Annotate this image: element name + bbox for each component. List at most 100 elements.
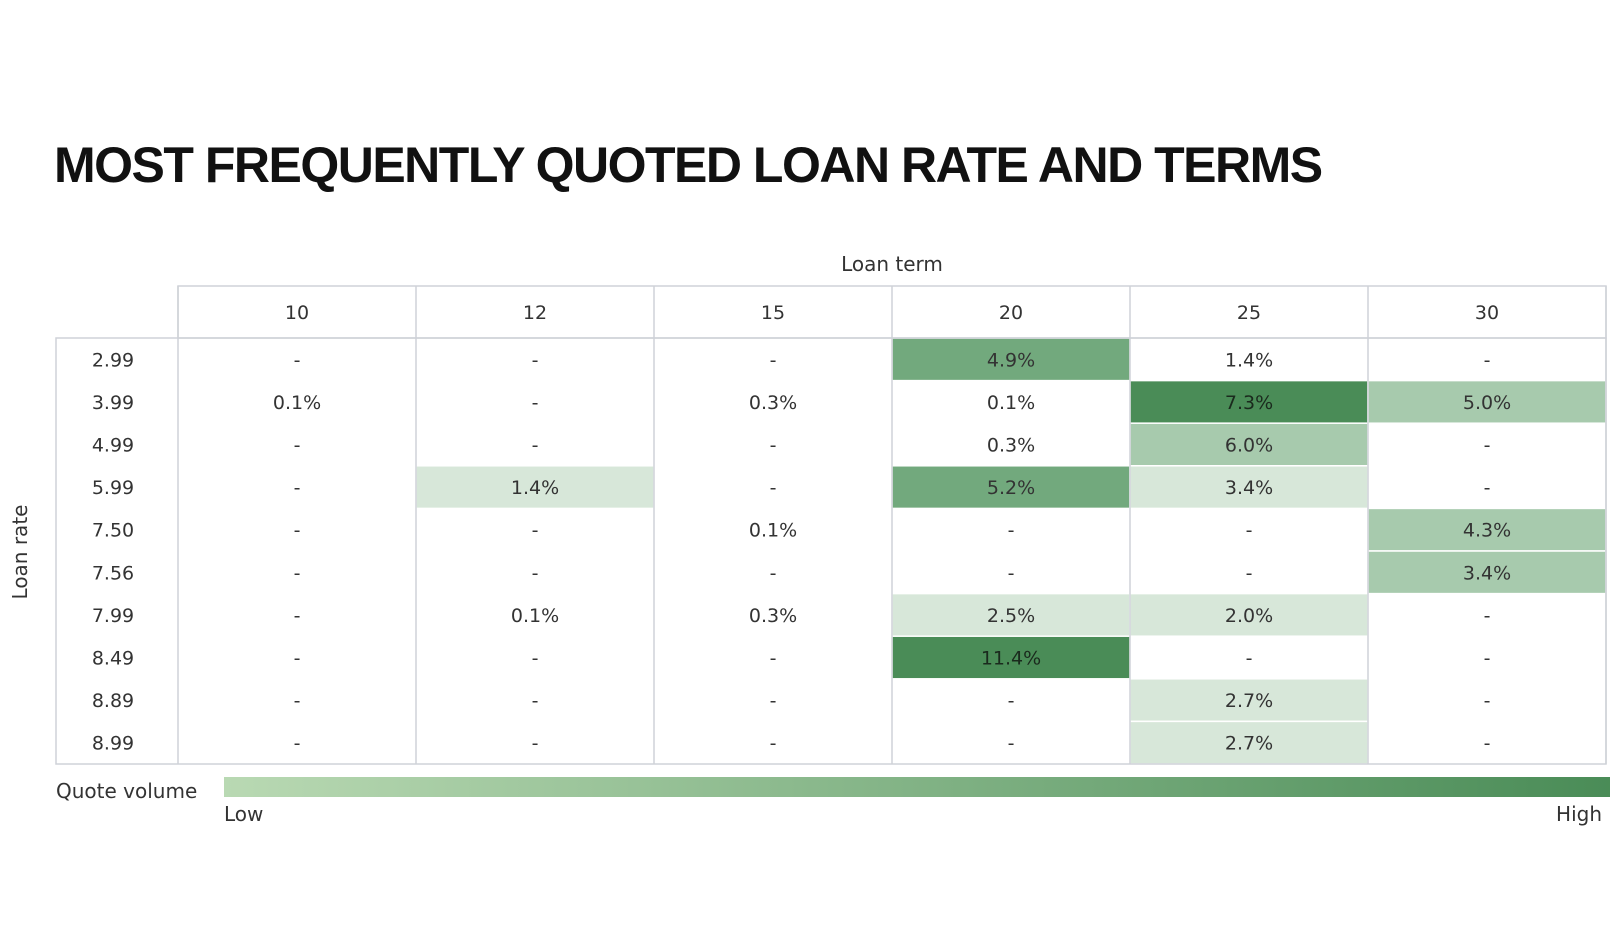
cell-value-label: 3.4% xyxy=(1463,562,1511,584)
cell-value-label: 0.1% xyxy=(749,520,797,542)
cell-value-label: 1.4% xyxy=(1225,349,1273,371)
heatmap-cell xyxy=(892,380,1130,424)
heatmap-cell xyxy=(654,423,892,466)
heatmap-cell xyxy=(1368,636,1606,679)
heatmap-cell xyxy=(654,551,892,594)
cell-value-label: 11.4% xyxy=(981,648,1041,670)
heatmap-cell xyxy=(892,721,1130,764)
heatmap-cell xyxy=(416,721,654,764)
cell-value-label: - xyxy=(294,690,301,712)
row-header-label: 7.50 xyxy=(92,520,134,542)
heatmap-cell xyxy=(654,721,892,764)
cell-value-label: - xyxy=(1246,520,1253,542)
cell-value-label: - xyxy=(770,733,777,755)
heatmap-cell xyxy=(654,593,892,637)
heatmap-cell xyxy=(1368,465,1606,509)
legend-high-label: High xyxy=(1556,802,1602,826)
heatmap-cell xyxy=(654,678,892,722)
cell-value-label: - xyxy=(1484,435,1491,457)
cell-value-label: 0.3% xyxy=(987,435,1035,457)
cell-value-label: - xyxy=(1008,733,1015,755)
row-header-label: 8.49 xyxy=(92,648,134,670)
chart-title: MOST FREQUENTLY QUOTED LOAN RATE AND TER… xyxy=(54,137,1323,193)
cell-value-label: 1.4% xyxy=(511,477,559,499)
cell-value-label: - xyxy=(532,349,539,371)
cell-value-label: - xyxy=(532,392,539,414)
cell-value-label: - xyxy=(1484,648,1491,670)
heatmap-cell xyxy=(178,338,416,381)
cell-value-label: - xyxy=(532,690,539,712)
heatmap-cell xyxy=(1129,720,1369,765)
row-header-label: 4.99 xyxy=(92,435,134,457)
heatmap-cell xyxy=(178,678,416,722)
cell-value-label: - xyxy=(770,648,777,670)
column-header-label: 15 xyxy=(761,302,785,324)
heatmap-cell xyxy=(1130,551,1368,594)
heatmap-cell xyxy=(1130,636,1368,679)
heatmap-cell xyxy=(892,423,1130,466)
heatmap-cell xyxy=(892,678,1130,722)
heatmap-cell xyxy=(1368,593,1606,637)
heatmap-cell xyxy=(1368,423,1606,466)
heatmap-cell xyxy=(178,508,416,551)
cell-value-label: - xyxy=(532,435,539,457)
column-header-label: 20 xyxy=(999,302,1023,324)
row-header-label: 8.89 xyxy=(92,690,134,712)
cell-value-label: 0.3% xyxy=(749,392,797,414)
cell-value-label: 5.0% xyxy=(1463,392,1511,414)
cell-value-label: - xyxy=(1484,733,1491,755)
heatmap-cell xyxy=(178,423,416,466)
cell-value-label: - xyxy=(1008,520,1015,542)
heatmap-cell xyxy=(1367,550,1607,595)
cell-value-label: - xyxy=(1246,562,1253,584)
heatmap-cell xyxy=(891,465,1131,510)
cell-value-label: - xyxy=(294,520,301,542)
cell-value-label: 0.3% xyxy=(749,605,797,627)
cell-value-label: 4.3% xyxy=(1463,520,1511,542)
cell-value-label: 2.5% xyxy=(987,605,1035,627)
cell-value-label: 0.1% xyxy=(987,392,1035,414)
heatmap-cell xyxy=(654,465,892,509)
cell-value-label: - xyxy=(1008,690,1015,712)
row-header-label: 3.99 xyxy=(92,392,134,414)
cell-value-label: - xyxy=(770,690,777,712)
heatmap-cell xyxy=(416,508,654,551)
heatmap-cell xyxy=(178,551,416,594)
column-header-label: 30 xyxy=(1475,302,1499,324)
heatmap-cell xyxy=(1368,678,1606,722)
row-header-label: 7.56 xyxy=(92,562,134,584)
heatmap-cell xyxy=(654,636,892,679)
cell-value-label: - xyxy=(770,562,777,584)
heatmap-cell xyxy=(416,380,654,424)
row-header-label: 5.99 xyxy=(92,477,134,499)
heatmap-cell xyxy=(416,678,654,722)
cell-value-label: 2.7% xyxy=(1225,733,1273,755)
cell-value-label: - xyxy=(294,435,301,457)
column-header-label: 10 xyxy=(285,302,309,324)
heatmap-cell xyxy=(416,551,654,594)
column-header-label: 12 xyxy=(523,302,547,324)
cell-value-label: - xyxy=(1484,477,1491,499)
heatmap-cell xyxy=(1368,338,1606,381)
cell-value-label: 2.0% xyxy=(1225,605,1273,627)
heatmap-cell xyxy=(1130,508,1368,551)
heatmap-cell xyxy=(1368,721,1606,764)
cell-value-label: - xyxy=(1484,349,1491,371)
heatmap-cell xyxy=(178,380,416,424)
heatmap-cell xyxy=(892,551,1130,594)
cell-value-label: - xyxy=(294,562,301,584)
cell-value-label: 6.0% xyxy=(1225,435,1273,457)
row-header-label: 7.99 xyxy=(92,605,134,627)
cell-value-label: 3.4% xyxy=(1225,477,1273,499)
heatmap-cell xyxy=(416,636,654,679)
cell-value-label: 0.1% xyxy=(273,392,321,414)
cell-value-label: - xyxy=(1484,605,1491,627)
cell-value-label: - xyxy=(294,349,301,371)
heatmap-cell xyxy=(1130,338,1368,381)
cell-value-label: - xyxy=(1484,690,1491,712)
row-header-label: 2.99 xyxy=(92,349,134,371)
heatmap-cell xyxy=(178,465,416,509)
cell-value-label: - xyxy=(532,733,539,755)
column-header-label: 25 xyxy=(1237,302,1261,324)
cell-value-label: - xyxy=(294,733,301,755)
